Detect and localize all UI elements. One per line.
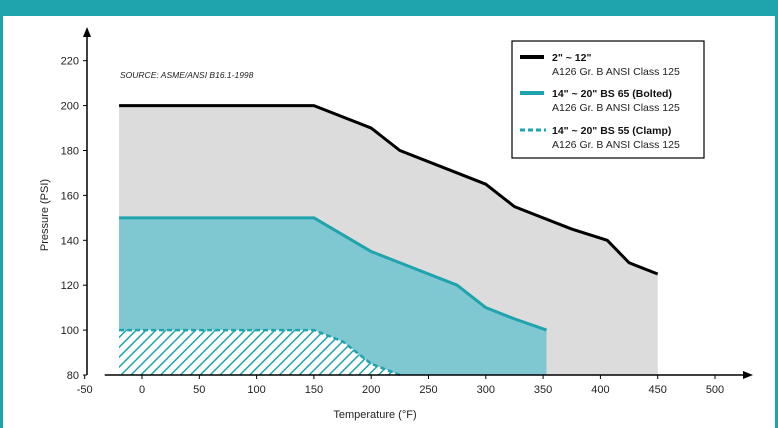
legend-label-3: 14" ~ 20" BS 55 (Clamp) xyxy=(552,125,671,137)
x-axis-arrow xyxy=(743,371,753,379)
y-axis-title: Pressure (PSI) xyxy=(39,179,51,251)
tick-labels: 80 100 120 140 160 180 200 220 -50 0 50 100 150 200 25… xyxy=(61,56,725,396)
x-tick-label: 0 xyxy=(139,384,145,396)
axes xyxy=(83,27,753,379)
y-tick-label: 180 xyxy=(61,146,79,158)
series-lines xyxy=(119,104,659,377)
x-tick-label: 300 xyxy=(477,384,495,396)
series-line-2 xyxy=(119,216,548,332)
x-tick-label: 100 xyxy=(247,384,265,396)
y-tick-label: 100 xyxy=(61,325,79,337)
y-tick-label: 140 xyxy=(61,235,79,247)
x-axis-title: Temperature (°F) xyxy=(333,409,416,421)
legend-sublabel-1: A126 Gr. B ANSI Class 125 xyxy=(552,66,680,78)
x-tick-label: -50 xyxy=(77,384,93,396)
series-areas xyxy=(119,105,658,375)
y-tick-label: 220 xyxy=(61,56,79,68)
legend-label-1: 2" ~ 12" xyxy=(552,52,591,64)
y-tick-label: 80 xyxy=(67,370,79,382)
x-tick-label: 250 xyxy=(419,384,437,396)
series-area-3 xyxy=(119,330,400,375)
y-axis-arrow xyxy=(83,27,91,37)
source-note: SOURCE: ASME/ANSI B16.1-1998 xyxy=(120,70,254,80)
y-tick-label: 160 xyxy=(61,190,79,202)
header-bar xyxy=(0,0,778,16)
series-line-1 xyxy=(119,104,659,276)
x-tick-label: 50 xyxy=(193,384,205,396)
y-tick-label: 120 xyxy=(61,280,79,292)
legend: 2" ~ 12" A126 Gr. B ANSI Class 125 14" ~… xyxy=(511,40,705,159)
x-tick-label: 500 xyxy=(706,384,724,396)
legend-label-2: 14" ~ 20" BS 65 (Bolted) xyxy=(552,88,672,100)
x-tick-label: 450 xyxy=(649,384,667,396)
legend-sublabel-3: A126 Gr. B ANSI Class 125 xyxy=(552,139,680,151)
x-tick-label: 350 xyxy=(534,384,552,396)
x-tick-label: 200 xyxy=(362,384,380,396)
legend-box xyxy=(511,40,705,159)
y-tick-label: 200 xyxy=(61,101,79,113)
x-tick-label: 150 xyxy=(305,384,323,396)
series-line-3 xyxy=(119,328,401,377)
x-tick-label: 400 xyxy=(591,384,609,396)
legend-sublabel-2: A126 Gr. B ANSI Class 125 xyxy=(552,102,680,114)
